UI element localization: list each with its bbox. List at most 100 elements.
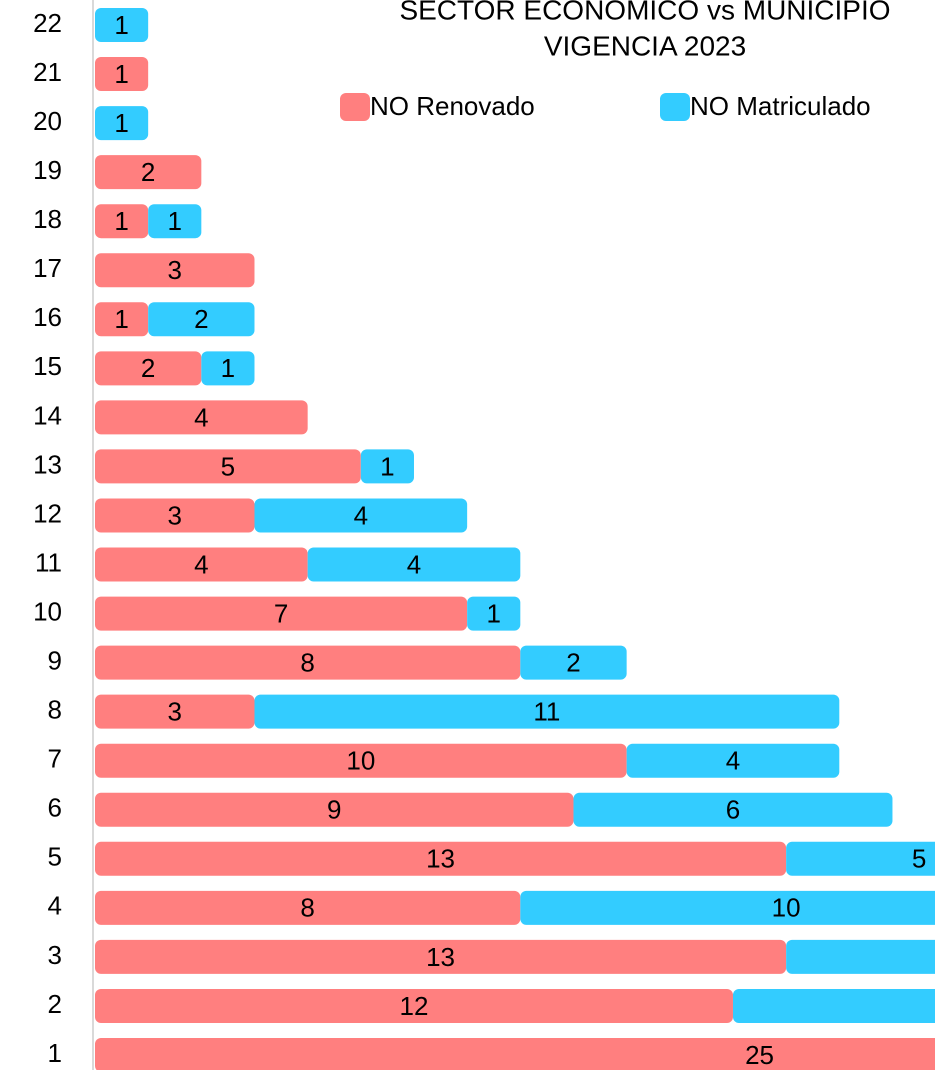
data-label: 8	[300, 893, 314, 923]
data-label: 6	[726, 795, 740, 825]
chart-title: SECTOR ECONÓMICO vs MUNICIPIO	[399, 0, 890, 25]
y-tick-label: 9	[48, 645, 62, 675]
data-label: 4	[194, 549, 208, 579]
y-tick-label: 18	[33, 204, 62, 234]
legend-swatch	[660, 93, 690, 121]
data-label: 2	[141, 353, 155, 383]
data-label: 1	[168, 206, 182, 236]
bar	[95, 498, 255, 533]
y-tick-label: 5	[48, 842, 62, 872]
data-label: 12	[400, 991, 429, 1021]
y-tick-label: 1	[48, 1038, 62, 1068]
y-tick-label: 21	[33, 57, 62, 87]
data-label: 1	[114, 304, 128, 334]
bar	[95, 645, 521, 680]
bar	[307, 547, 521, 582]
bar	[95, 596, 468, 631]
data-label: 5	[912, 844, 926, 874]
bar	[95, 841, 787, 876]
data-label: 1	[114, 59, 128, 89]
y-tick-label: 7	[48, 744, 62, 774]
data-label: 5	[221, 451, 235, 481]
bar	[254, 498, 468, 533]
bar	[95, 547, 308, 582]
y-tick-label: 8	[48, 695, 62, 725]
data-label: 13	[426, 844, 455, 874]
bar	[786, 841, 935, 876]
bar	[520, 890, 935, 925]
bar	[95, 792, 574, 827]
y-tick-label: 12	[33, 498, 62, 528]
y-tick-label: 6	[48, 793, 62, 823]
data-label: 1	[486, 598, 500, 628]
bar	[148, 302, 255, 337]
bar	[95, 302, 149, 337]
bar	[95, 890, 521, 925]
data-label: 2	[194, 304, 208, 334]
bar	[148, 204, 202, 239]
bar	[360, 449, 414, 484]
data-label: 1	[114, 206, 128, 236]
data-label: 3	[168, 255, 182, 285]
y-tick-label: 20	[33, 106, 62, 136]
data-label: 3	[168, 500, 182, 530]
data-label: 13	[426, 942, 455, 972]
bar	[95, 939, 787, 974]
data-label: 9	[327, 795, 341, 825]
data-label: 11	[533, 697, 560, 727]
bar	[95, 8, 149, 42]
data-label: 8	[300, 647, 314, 677]
data-label: 1	[221, 353, 235, 383]
data-label: 4	[407, 549, 421, 579]
bar	[95, 106, 149, 141]
bar	[520, 645, 627, 680]
y-tick-label: 22	[33, 8, 62, 38]
y-tick-label: 3	[48, 940, 62, 970]
legend-swatch	[340, 93, 370, 121]
bar	[254, 694, 840, 729]
y-tick-label: 13	[33, 449, 62, 479]
y-tick-label: 2	[48, 989, 62, 1019]
data-label: 10	[346, 746, 375, 776]
legend-label: NO Matriculado	[690, 91, 871, 121]
data-label: 1	[380, 451, 394, 481]
bar	[95, 449, 361, 484]
data-label: 10	[772, 893, 801, 923]
data-label: 25	[745, 1040, 774, 1070]
data-label: 1	[114, 108, 128, 138]
chart-title: VIGENCIA 2023	[544, 30, 746, 61]
legend-label: NO Renovado	[370, 91, 535, 121]
data-label: 4	[354, 500, 368, 530]
data-label: 4	[194, 402, 208, 432]
bar	[95, 694, 255, 729]
data-label: 2	[141, 157, 155, 187]
y-tick-label: 16	[33, 302, 62, 332]
bar	[95, 204, 149, 239]
bar	[95, 155, 202, 190]
data-label: 7	[274, 598, 288, 628]
y-tick-label: 10	[33, 596, 62, 626]
y-tick-label: 17	[33, 253, 62, 283]
data-label: 1	[114, 10, 128, 40]
bar	[786, 939, 935, 974]
y-tick-label: 14	[33, 400, 62, 430]
y-tick-label: 4	[48, 891, 62, 921]
bar	[95, 57, 149, 92]
y-tick-label: 15	[33, 351, 62, 381]
bar	[201, 351, 255, 386]
bar	[95, 1038, 935, 1070]
bar	[95, 351, 202, 386]
bar	[95, 743, 627, 778]
bar	[732, 988, 935, 1023]
bar	[626, 743, 840, 778]
bar	[573, 792, 893, 827]
bar	[95, 988, 733, 1023]
bar	[467, 596, 521, 631]
bar	[95, 400, 308, 435]
data-label: 3	[168, 697, 182, 727]
y-tick-label: 11	[35, 547, 62, 577]
bar	[95, 253, 255, 288]
data-label: 2	[566, 647, 580, 677]
y-tick-label: 19	[33, 155, 62, 185]
